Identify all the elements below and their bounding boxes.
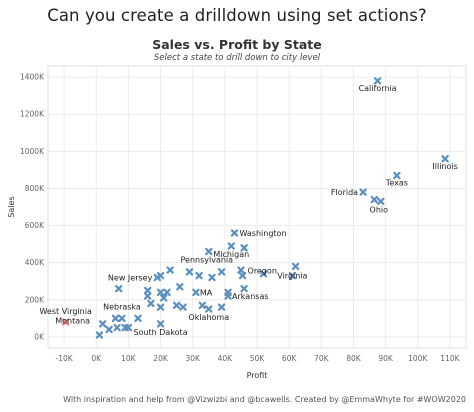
data-point[interactable] xyxy=(240,244,248,252)
data-point[interactable] xyxy=(373,77,382,85)
point-label: South Dakota xyxy=(133,328,187,337)
x-tick-label: 50K xyxy=(250,354,266,363)
y-axis-ticks: 0K 200K 400K 600K 800K 1000K 1200K 1400K xyxy=(20,73,45,342)
data-point[interactable] xyxy=(238,271,247,280)
data-point[interactable] xyxy=(118,314,126,323)
point-label: Texas xyxy=(385,178,408,187)
data-point[interactable] xyxy=(113,323,121,332)
x-tick-label: 80K xyxy=(346,354,362,363)
data-point[interactable] xyxy=(205,305,213,313)
data-points[interactable] xyxy=(61,77,449,339)
point-label: California xyxy=(359,84,397,93)
point-label: Virginia xyxy=(277,272,307,281)
data-point[interactable] xyxy=(179,303,187,311)
point-label: Michigan xyxy=(213,250,249,259)
data-point[interactable] xyxy=(111,314,120,323)
x-axis-ticks: -10K 0K 10K 20K 30K 40K 50K 60K 70K 80K 90K 100K 110… xyxy=(55,354,460,363)
point-label: Washington xyxy=(239,229,286,238)
y-tick-label: 0K xyxy=(34,332,45,341)
x-tick-label: 0K xyxy=(91,354,102,363)
data-point[interactable] xyxy=(237,266,245,274)
data-point[interactable] xyxy=(134,314,142,323)
data-point[interactable] xyxy=(198,301,207,310)
y-tick-label: 400K xyxy=(25,258,45,267)
data-point[interactable] xyxy=(227,242,235,250)
data-point[interactable] xyxy=(156,288,165,297)
x-tick-label: 40K xyxy=(218,354,234,363)
data-point[interactable] xyxy=(115,284,123,293)
chart-title: Sales vs. Profit by State xyxy=(152,37,322,52)
x-tick-label: 20K xyxy=(153,354,169,363)
page-title: Can you create a drilldown using set act… xyxy=(47,6,427,25)
point-label: Illinois xyxy=(432,162,457,171)
point-label: Ohio xyxy=(370,205,389,214)
point-label: MA xyxy=(200,288,213,297)
point-label: West Virginia xyxy=(39,307,91,316)
point-label: Oklahoma xyxy=(188,313,229,322)
data-point[interactable] xyxy=(143,286,152,295)
data-point[interactable] xyxy=(208,273,216,282)
x-tick-label: -10K xyxy=(55,354,73,363)
x-tick-label: 30K xyxy=(185,354,201,363)
data-point[interactable] xyxy=(370,195,379,204)
x-tick-label: 110K xyxy=(440,354,460,363)
point-label: Pennsylvania xyxy=(180,256,233,265)
y-tick-label: 200K xyxy=(25,295,45,304)
data-point[interactable] xyxy=(441,155,449,163)
point-label: New Jersey xyxy=(108,274,153,283)
x-tick-label: 100K xyxy=(408,354,428,363)
data-point[interactable] xyxy=(359,188,367,196)
point-label: Florida xyxy=(331,188,358,197)
data-point[interactable] xyxy=(291,262,300,271)
y-tick-label: 1000K xyxy=(20,147,45,156)
data-point[interactable] xyxy=(166,266,174,274)
data-point[interactable] xyxy=(176,283,184,291)
data-point[interactable] xyxy=(393,171,401,180)
data-point[interactable] xyxy=(160,294,168,302)
x-tick-label: 10K xyxy=(121,354,137,363)
y-axis-title: Sales xyxy=(7,196,16,217)
y-tick-label: 800K xyxy=(25,184,45,193)
data-point[interactable] xyxy=(163,288,171,297)
grid-lines xyxy=(47,65,467,349)
data-point[interactable] xyxy=(124,323,133,332)
footer-credits: With inspiration and help from @Vizwizbi… xyxy=(63,395,466,404)
data-point[interactable] xyxy=(156,303,165,311)
data-point[interactable] xyxy=(195,271,203,280)
y-tick-label: 1400K xyxy=(20,73,45,82)
point-label: Montana xyxy=(55,317,90,326)
point-labels: California Illinois Texas Florida Ohio Washin… xyxy=(39,84,457,337)
data-point[interactable] xyxy=(288,271,297,280)
data-point[interactable] xyxy=(95,331,104,339)
data-point[interactable] xyxy=(185,268,194,276)
data-point[interactable] xyxy=(153,273,162,282)
data-point[interactable] xyxy=(217,303,226,311)
y-tick-label: 1200K xyxy=(20,110,45,119)
data-point[interactable] xyxy=(143,292,152,300)
data-point[interactable] xyxy=(259,270,268,278)
data-point[interactable] xyxy=(230,229,239,237)
data-point[interactable] xyxy=(224,292,232,300)
x-axis-title: Profit xyxy=(247,371,268,380)
data-point[interactable] xyxy=(61,318,70,326)
data-point[interactable] xyxy=(240,284,248,293)
y-tick-label: 600K xyxy=(25,221,45,230)
x-tick-label: 70K xyxy=(314,354,330,363)
data-point[interactable] xyxy=(156,320,165,328)
point-label: Nebraska xyxy=(103,302,141,311)
point-label: Arkansas xyxy=(232,292,268,301)
data-point[interactable] xyxy=(205,247,213,256)
data-point[interactable] xyxy=(217,268,226,276)
data-point[interactable] xyxy=(105,325,113,334)
x-tick-label: 60K xyxy=(282,354,298,363)
data-point[interactable] xyxy=(377,197,385,206)
point-label: Oregon xyxy=(248,267,277,276)
data-point[interactable] xyxy=(147,299,155,308)
data-point[interactable] xyxy=(98,320,107,328)
data-point[interactable] xyxy=(172,301,181,310)
data-point[interactable] xyxy=(192,288,200,297)
chart-subtitle: Select a state to drill down to city lev… xyxy=(153,53,321,63)
x-tick-label: 90K xyxy=(378,354,394,363)
